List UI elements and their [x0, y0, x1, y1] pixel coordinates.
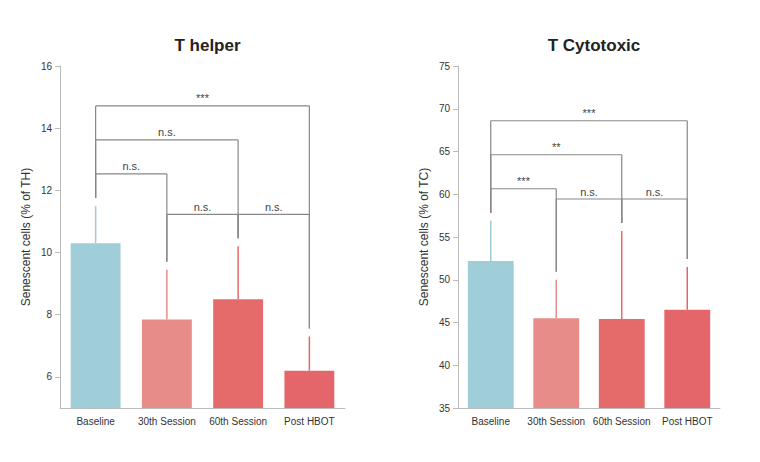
svg-text:n.s.: n.s. — [580, 186, 598, 198]
svg-text:10: 10 — [41, 247, 53, 258]
svg-text:Post HBOT: Post HBOT — [662, 416, 713, 427]
svg-text:***: *** — [517, 175, 531, 187]
svg-text:***: *** — [196, 92, 210, 104]
svg-text:**: ** — [552, 141, 561, 153]
svg-text:55: 55 — [439, 232, 451, 243]
svg-text:50: 50 — [439, 274, 451, 285]
svg-text:8: 8 — [46, 309, 52, 320]
svg-text:6: 6 — [46, 371, 52, 382]
svg-text:60th Session: 60th Session — [209, 416, 267, 427]
svg-text:60th Session: 60th Session — [593, 416, 651, 427]
svg-text:45: 45 — [439, 317, 451, 328]
svg-text:n.s.: n.s. — [646, 186, 664, 198]
svg-text:75: 75 — [439, 61, 451, 72]
svg-text:30th Session: 30th Session — [527, 416, 585, 427]
svg-text:***: *** — [583, 107, 597, 119]
svg-text:n.s.: n.s. — [158, 126, 176, 138]
svg-text:30th Session: 30th Session — [138, 416, 196, 427]
svg-text:T helper: T helper — [174, 36, 241, 55]
svg-text:Senescent cells (% of TH): Senescent cells (% of TH) — [19, 168, 33, 307]
svg-text:14: 14 — [41, 123, 53, 134]
svg-text:n.s.: n.s. — [265, 201, 283, 213]
svg-text:n.s.: n.s. — [194, 201, 212, 213]
svg-text:T Cytotoxic: T Cytotoxic — [548, 36, 641, 55]
svg-text:60: 60 — [439, 189, 451, 200]
svg-text:40: 40 — [439, 360, 451, 371]
svg-text:12: 12 — [41, 185, 53, 196]
svg-text:35: 35 — [439, 403, 451, 414]
svg-text:Post HBOT: Post HBOT — [284, 416, 335, 427]
svg-text:n.s.: n.s. — [122, 160, 140, 172]
svg-text:65: 65 — [439, 146, 451, 157]
svg-text:16: 16 — [41, 61, 53, 72]
svg-text:70: 70 — [439, 103, 451, 114]
svg-text:Senescent cells (% of TC): Senescent cells (% of TC) — [417, 168, 431, 307]
svg-text:Baseline: Baseline — [472, 416, 511, 427]
svg-text:Baseline: Baseline — [76, 416, 115, 427]
